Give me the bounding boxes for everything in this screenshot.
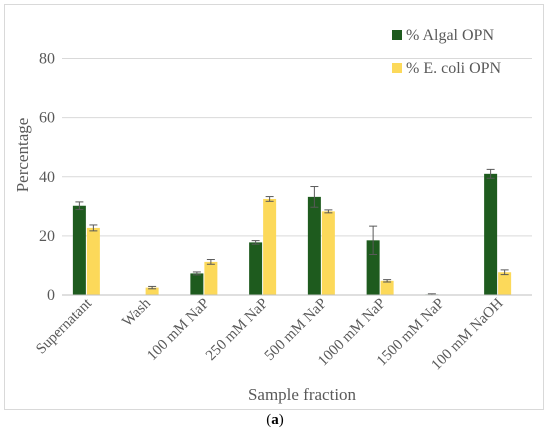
y-tick-label: 40: [39, 169, 55, 186]
legend-label-algal: % Algal OPN: [406, 27, 494, 44]
y-tick-label: 0: [47, 287, 55, 304]
error-bar: [192, 271, 201, 276]
bar-algal-opn: [484, 173, 498, 295]
error-bar: [383, 279, 392, 283]
bar-algal-opn: [190, 273, 204, 295]
bar-ecoli-opn: [321, 211, 335, 295]
legend-swatch-algal: [392, 30, 402, 40]
error-bar: [265, 196, 274, 202]
caption-close-paren: ): [278, 412, 284, 428]
bar-algal-opn: [307, 196, 321, 295]
x-category-label: 100 mM NaP: [144, 296, 212, 364]
error-bars: [75, 168, 509, 296]
legend: % Algal OPN % E. coli OPN: [392, 27, 502, 77]
bar-ecoli-opn: [204, 261, 218, 295]
error-bar: [251, 240, 260, 245]
error-bar: [75, 201, 84, 211]
error-bar: [369, 225, 378, 256]
bars: [72, 173, 512, 295]
y-axis-title: Percentage: [13, 118, 32, 193]
bar-ecoli-opn: [498, 272, 512, 295]
x-category-label: 250 mM NaP: [203, 296, 271, 364]
bar-ecoli-opn: [263, 198, 277, 295]
error-bar: [500, 269, 509, 276]
bar-ecoli-opn: [145, 287, 159, 295]
bar-ecoli-opn: [86, 227, 100, 295]
x-axis-title: Sample fraction: [248, 385, 357, 404]
bar-algal-opn: [249, 242, 263, 295]
caption-open-paren: (: [266, 412, 272, 428]
legend-label-ecoli: % E. coli OPN: [406, 60, 502, 77]
x-category-label: Supernatant: [33, 295, 96, 358]
error-bar: [310, 186, 319, 208]
caption-letter: a: [271, 412, 279, 428]
y-axis-ticks: 0 20 40 60 80: [39, 51, 55, 304]
bar-algal-opn: [72, 205, 86, 295]
error-bar: [148, 285, 157, 290]
gridlines: [62, 58, 532, 237]
error-bar: [324, 209, 333, 214]
error-bar: [486, 168, 495, 179]
y-tick-label: 60: [39, 110, 55, 127]
error-bar: [206, 259, 215, 265]
y-tick-label: 80: [39, 51, 55, 68]
y-tick-label: 20: [39, 228, 55, 245]
bar-ecoli-opn: [380, 280, 394, 295]
legend-swatch-ecoli: [392, 63, 402, 73]
x-category-label: Wash: [119, 295, 154, 330]
figure-caption: (a): [0, 412, 550, 429]
bar-algal-opn: [366, 240, 380, 295]
error-bar: [89, 224, 98, 232]
